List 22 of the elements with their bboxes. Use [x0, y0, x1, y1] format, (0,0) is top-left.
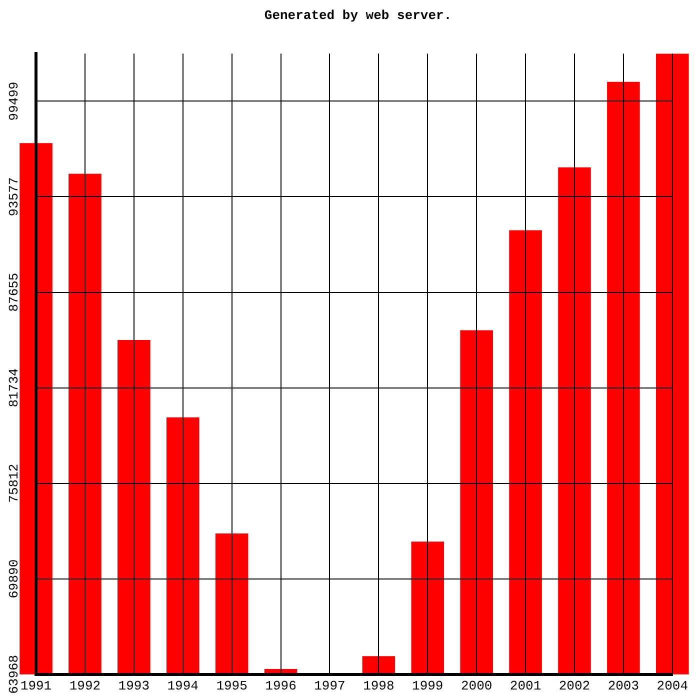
x-tick-label: 2004: [656, 678, 688, 694]
x-tick-label: 1999: [412, 678, 444, 694]
y-tick-label: 81734: [6, 368, 22, 408]
x-tick-label: 1997: [314, 678, 346, 694]
x-tick-label: 1992: [69, 678, 101, 694]
x-tick-label: 1996: [265, 678, 296, 694]
x-tick-label: 2001: [510, 678, 542, 694]
x-tick-label: 1995: [216, 678, 248, 694]
x-tick-label: 2000: [460, 678, 492, 694]
y-tick-label: 93577: [6, 177, 22, 216]
y-tick-label: 69890: [6, 559, 22, 598]
x-tick-label: 2003: [608, 678, 640, 694]
chart-title: Generated by web server.: [264, 8, 452, 24]
y-tick-label: 99499: [6, 82, 22, 121]
x-tick-label: 1993: [118, 678, 150, 694]
x-tick-label: 1994: [167, 678, 199, 694]
y-tick-label: 87655: [6, 272, 22, 312]
x-tick-label: 1991: [20, 678, 52, 694]
y-tick-label: 63968: [6, 654, 22, 694]
x-tick-label: 1998: [363, 678, 394, 694]
x-tick-label: 2002: [558, 678, 590, 694]
y-tick-label: 75812: [6, 464, 22, 503]
